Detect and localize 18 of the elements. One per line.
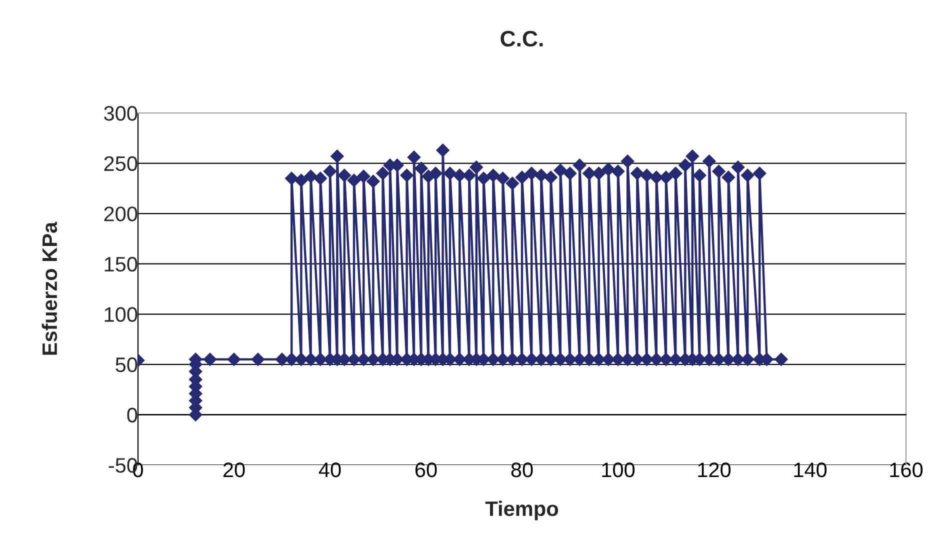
x-tick-label: 20 [223, 462, 245, 478]
y-tick-label: 300 [104, 106, 138, 121]
x-tick-label: 80 [511, 462, 533, 478]
y-tick-label: 200 [104, 206, 138, 222]
x-tick-label: 120 [698, 462, 731, 478]
x-tick-label: 60 [415, 462, 437, 478]
x-tick-label: 160 [890, 462, 923, 478]
y-tick-label: 0 [127, 408, 138, 422]
x-tick-label: 140 [794, 462, 827, 478]
y-axis-title: Esfuerzo KPa [42, 222, 58, 355]
x-axis-title: Tiempo [485, 500, 558, 520]
x-tick-label: 40 [318, 462, 341, 478]
y-tick-label: 250 [104, 156, 138, 172]
y-tick-label: 100 [104, 307, 138, 322]
x-tick-label: 100 [602, 462, 635, 478]
y-tick-label: 150 [104, 256, 138, 272]
chart-title: C.C. [500, 30, 543, 47]
y-tick-label: 50 [116, 357, 138, 372]
